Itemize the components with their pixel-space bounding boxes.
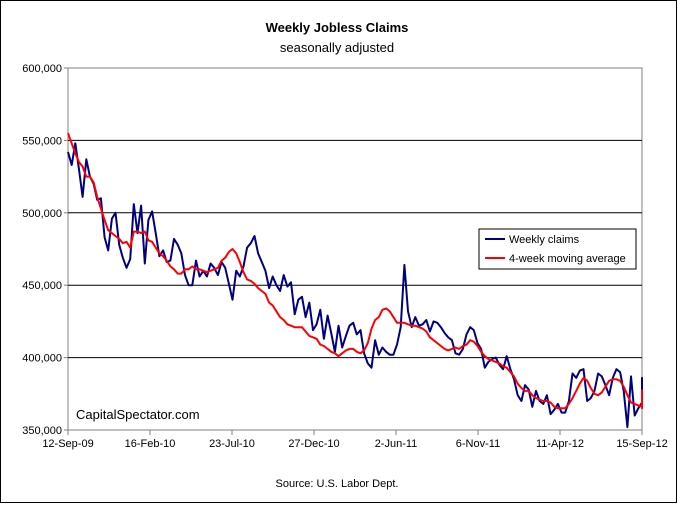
y-tick-label: 500,000 — [22, 208, 62, 220]
grid-lines — [68, 139, 642, 359]
watermark: CapitalSpectator.com — [76, 407, 200, 422]
x-tick-label: 15-Sep-12 — [616, 438, 667, 450]
legend: Weekly claims 4-week moving average — [478, 228, 637, 270]
y-axis-ticks: 350,000 400,000 450,000 500,000 550,000 600,0… — [22, 63, 68, 437]
legend-label-4-week-average: 4-week moving average — [509, 253, 626, 265]
x-tick-label: 6-Nov-11 — [456, 438, 500, 450]
y-tick-label: 600,000 — [22, 63, 62, 75]
x-tick-label: 12-Sep-09 — [42, 438, 93, 450]
y-tick-label: 400,000 — [22, 353, 62, 365]
x-tick-label: 27-Dec-10 — [288, 438, 339, 450]
x-tick-label: 2-Jun-11 — [375, 438, 418, 450]
x-tick-label: 11-Apr-12 — [536, 438, 584, 450]
chart-title: Weekly Jobless Claims — [266, 20, 409, 35]
x-tick-label: 16-Feb-10 — [125, 438, 176, 450]
x-tick-label: 23-Jul-10 — [209, 438, 255, 450]
chart-subtitle: seasonally adjusted — [280, 40, 394, 55]
legend-box — [478, 228, 637, 270]
series-line-4-week-average — [67, 132, 643, 410]
legend-label-weekly-claims: Weekly claims — [509, 234, 580, 246]
x-axis-ticks: 12-Sep-09 16-Feb-10 23-Jul-10 27-Dec-10 2-Ju… — [42, 430, 668, 450]
source-note: Source: U.S. Labor Dept. — [276, 478, 399, 490]
y-tick-label: 550,000 — [22, 135, 62, 147]
y-tick-label: 450,000 — [22, 280, 62, 292]
y-tick-label: 350,000 — [22, 425, 62, 437]
